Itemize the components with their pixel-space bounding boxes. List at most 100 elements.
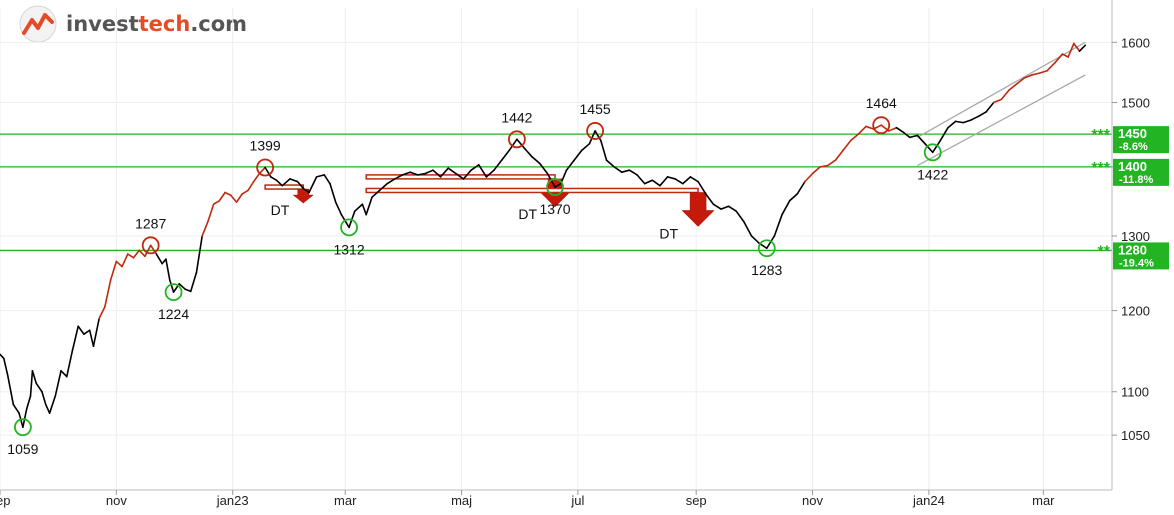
price-segment: [689, 176, 699, 183]
price-segment: [371, 189, 381, 199]
price-segment: [636, 174, 646, 185]
logo: investtech.com: [19, 5, 247, 43]
price-segment: [682, 176, 692, 185]
price-segment: [394, 174, 404, 180]
support-level-value: 1280: [1118, 242, 1147, 257]
price-segment: [144, 244, 152, 258]
price-segment: [750, 235, 760, 244]
price-segment: [315, 174, 326, 178]
support-circle-marker: [340, 218, 358, 237]
x-tick-label: jan23: [216, 493, 249, 508]
price-segment: [88, 329, 95, 348]
x-tick-label: sep: [0, 493, 10, 508]
price-segment: [1015, 77, 1026, 85]
y-tick-label: 1600: [1121, 35, 1150, 50]
price-segment: [424, 169, 434, 175]
price-segment: [212, 199, 221, 206]
x-tick-label: sep: [686, 493, 707, 508]
price-segment: [353, 203, 364, 212]
logo-text-tech: tech: [139, 12, 191, 36]
support-level-pct: -11.8%: [1119, 174, 1153, 186]
price-segment: [329, 182, 337, 203]
price-segment: [554, 182, 562, 188]
price-segment: [302, 187, 310, 194]
price-segment: [201, 220, 209, 237]
support-circle-marker: [546, 178, 564, 196]
price-segment: [258, 166, 266, 175]
price-segment: [462, 169, 472, 180]
support-level-tag: [1113, 242, 1169, 270]
price-segment: [41, 390, 47, 406]
price-segment: [207, 203, 215, 223]
price-segment: [470, 164, 480, 171]
y-tick-label: 1500: [1121, 96, 1150, 111]
price-segment: [25, 395, 32, 410]
price-annotation: 1442: [501, 109, 532, 125]
price-segment: [977, 111, 987, 118]
price-segment: [811, 166, 821, 175]
double-top-label: DT: [518, 206, 537, 222]
price-segment: [168, 279, 175, 293]
price-segment: [788, 193, 799, 202]
x-tick-label: mar: [1032, 493, 1055, 508]
support-strength-stars: ***: [1091, 127, 1110, 144]
price-segment: [6, 374, 15, 406]
grid: [0, 8, 1112, 490]
price-segment: [1046, 62, 1056, 72]
price-segment: [781, 199, 791, 216]
support-level-pct: -8.6%: [1119, 141, 1148, 153]
double-top-patterns: DT DT DT: [264, 174, 715, 241]
price-segment: [743, 220, 753, 237]
price-segment: [308, 176, 318, 194]
price-segment: [104, 279, 112, 308]
channel-line-upper: [917, 41, 1086, 138]
price-segment: [365, 196, 373, 216]
price-segment: [270, 176, 278, 182]
price-segment: [651, 179, 661, 187]
price-annotation: 1059: [7, 441, 38, 457]
resistance-circle-marker: [141, 236, 160, 255]
price-segment: [834, 149, 844, 162]
price-segment: [666, 176, 677, 180]
resistance-circle-marker: [586, 122, 605, 140]
x-tick-label: jan24: [912, 493, 945, 508]
price-segment: [1000, 89, 1010, 101]
resistance-circle-marker: [872, 116, 891, 135]
price-segment: [235, 193, 244, 203]
support-strength-stars: ***: [1091, 160, 1110, 177]
x-tick-label: maj: [451, 493, 472, 508]
support-level-pct: -19.4%: [1119, 257, 1154, 269]
trend-channel: [917, 41, 1086, 167]
double-top-label: DT: [271, 202, 290, 218]
price-segment: [386, 178, 396, 185]
support-circle-marker: [923, 143, 942, 162]
price-segment: [264, 166, 272, 178]
price-segment: [720, 205, 730, 210]
y-tick-label: 1300: [1121, 229, 1150, 244]
price-segment: [229, 194, 238, 203]
price-segment: [138, 249, 146, 258]
price-segment: [594, 130, 602, 142]
price-annotation: 1399: [250, 138, 281, 154]
price-segment: [455, 172, 465, 180]
price-segment: [296, 180, 305, 190]
price-segment: [439, 167, 450, 178]
price-segment: [865, 125, 875, 130]
price-segment: [500, 149, 511, 162]
price-segment: [247, 180, 255, 192]
price-annotation: 1422: [917, 166, 948, 182]
axes: 1050 1100 1200 1300 1400 1500 1600 sep nov jan23 m…: [0, 0, 1150, 508]
price-segment: [516, 138, 526, 150]
support-level-tags: *** 1450-8.6% *** 1400-11.8% ** 1280-19.4%: [1091, 126, 1169, 270]
support-level-tag: [1113, 126, 1169, 154]
price-segment: [1073, 42, 1081, 52]
price-segment: [281, 178, 291, 187]
price-annotation: 1464: [866, 95, 897, 111]
price-segment: [98, 305, 106, 320]
price-segment: [44, 403, 51, 414]
price-segment: [485, 169, 495, 178]
price-segment: [712, 203, 722, 210]
price-segment: [35, 382, 43, 393]
price-segment: [195, 235, 203, 274]
